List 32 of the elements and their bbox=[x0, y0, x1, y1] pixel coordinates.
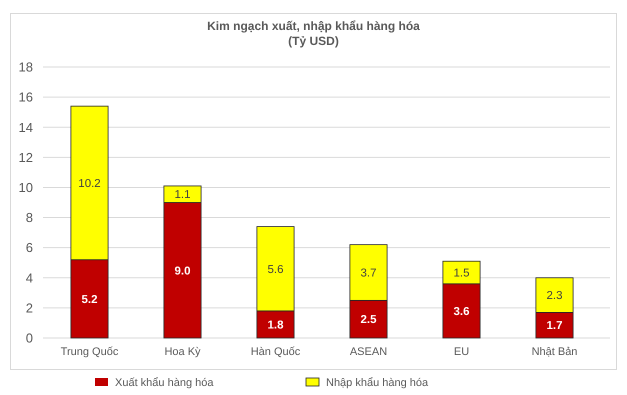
y-tick-label: 4 bbox=[26, 270, 33, 286]
data-label: 3.7 bbox=[360, 268, 376, 280]
chart-subtitle: (Tỷ USD) bbox=[288, 34, 339, 48]
data-label: 3.6 bbox=[454, 306, 470, 318]
y-tick-label: 14 bbox=[18, 120, 33, 135]
legend-label: Xuất khẩu hàng hóa bbox=[115, 376, 214, 389]
data-label: 9.0 bbox=[174, 265, 190, 278]
x-tick-label: Trung Quốc bbox=[60, 346, 119, 358]
data-label: 2.3 bbox=[546, 290, 562, 302]
x-tick-label: ASEAN bbox=[350, 346, 388, 358]
chart-title: Kim ngạch xuất, nhập khẩu hàng hóa bbox=[207, 19, 420, 33]
x-tick-label: Nhật Bản bbox=[532, 346, 578, 358]
y-tick-label: 10 bbox=[18, 180, 33, 195]
x-tick-label: EU bbox=[454, 346, 470, 358]
data-label: 1.7 bbox=[546, 320, 562, 332]
y-tick-label: 12 bbox=[18, 150, 33, 165]
data-label: 5.6 bbox=[268, 264, 284, 276]
y-tick-label: 18 bbox=[18, 60, 33, 75]
x-tick-label: Hoa Kỳ bbox=[164, 346, 202, 358]
data-label: 2.5 bbox=[360, 314, 378, 326]
data-label: 5.2 bbox=[82, 294, 98, 306]
data-label: 1.1 bbox=[174, 189, 190, 202]
y-tick-label: 16 bbox=[18, 90, 33, 105]
data-label: 1.5 bbox=[454, 268, 470, 280]
data-label: 1.8 bbox=[268, 319, 284, 332]
y-tick-label: 2 bbox=[26, 300, 33, 316]
data-label: 10.2 bbox=[78, 178, 101, 190]
y-tick-label: 6 bbox=[26, 240, 33, 256]
legend-label: Nhập khẩu hàng hóa bbox=[326, 376, 430, 389]
x-tick-label: Hàn Quốc bbox=[250, 346, 301, 358]
y-tick-label: 8 bbox=[26, 210, 33, 226]
y-tick-label: 0 bbox=[26, 330, 33, 346]
